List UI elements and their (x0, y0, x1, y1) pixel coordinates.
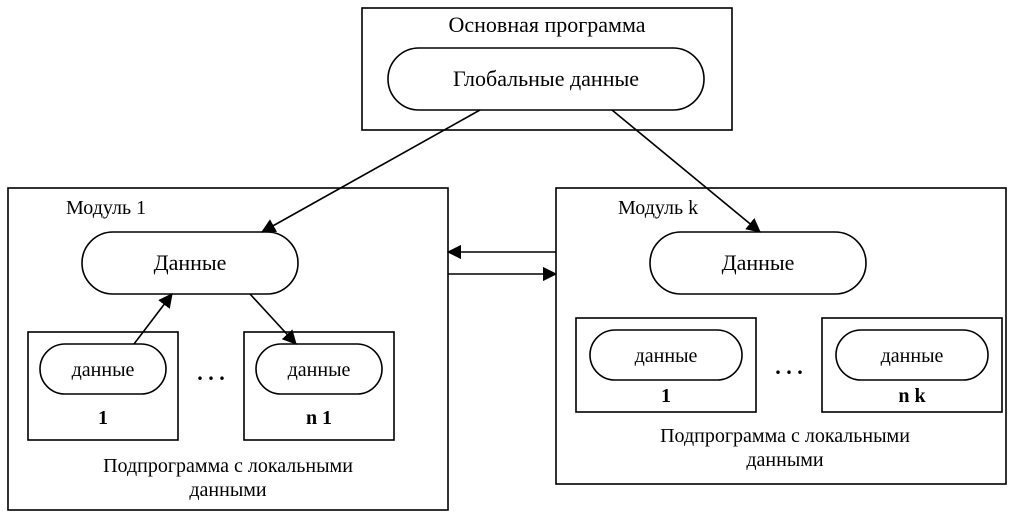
module-1-sub-n-data-label: данные (288, 359, 351, 381)
module-1-subprogram-caption-l1: Подпрограмма с локальными (103, 455, 353, 477)
edge-5 (250, 294, 296, 344)
module-1-title: Модуль 1 (66, 197, 146, 219)
module-1-sub-1-index: 1 (98, 407, 108, 429)
module-1-data-label: Данные (154, 250, 227, 275)
module-k-subprogram-caption-l2: данными (746, 449, 824, 471)
edge-4 (134, 294, 172, 344)
module-k-ellipsis: . . . (775, 354, 803, 379)
module-k-subprogram-caption-l1: Подпрограмма с локальными (660, 425, 910, 447)
module-k-sub-1-index: 1 (661, 385, 671, 407)
module-1-subprogram-caption-l2: данными (189, 479, 267, 501)
module-k-title: Модуль k (618, 197, 698, 219)
module-k-sub-n-index: n k (898, 385, 926, 407)
global-data-label: Глобальные данные (453, 66, 639, 91)
diagram-canvas: Основная программа Глобальные данные Модул… (0, 0, 1014, 519)
module-k-data-label: Данные (722, 250, 795, 275)
module-k-sub-1-data-label: данные (635, 345, 698, 367)
module-1-sub-1-data-label: данные (72, 359, 135, 381)
main-program-title: Основная программа (449, 12, 646, 37)
module-1-sub-n-index: n 1 (306, 407, 332, 429)
module-k-sub-n-data-label: данные (881, 345, 944, 367)
module-1-ellipsis: . . . (197, 360, 225, 385)
